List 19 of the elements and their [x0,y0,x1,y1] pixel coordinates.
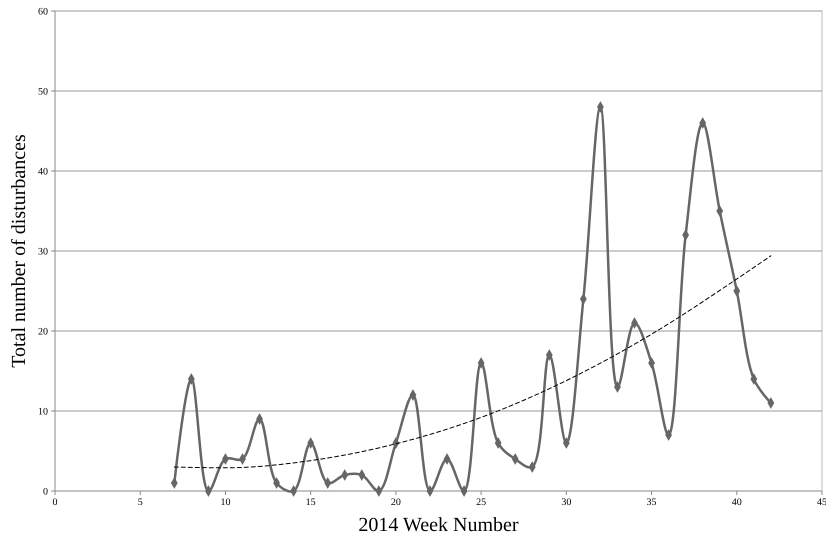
x-tick-label: 10 [220,497,230,508]
y-tick-label: 40 [38,166,48,178]
x-tick-label: 0 [52,497,58,508]
x-tick-label: 30 [561,497,572,508]
x-tick-label: 25 [476,497,486,508]
y-tick-label: 0 [43,486,48,498]
y-tick-label: 20 [38,326,48,338]
y-axis-title: Total number of disturbances [8,134,30,368]
line-series [174,255,772,468]
y-tick-label: 50 [38,86,48,98]
y-tick-label: 10 [38,406,48,418]
x-tick-label: 5 [138,497,143,508]
x-tick-label: 15 [306,497,316,508]
x-tick-label: 40 [732,497,742,508]
y-tick-label: 30 [38,246,48,258]
y-tick-label: 60 [38,6,48,18]
x-tick-label: 20 [390,497,401,508]
x-tick-label: 35 [646,497,657,508]
x-axis-title: 2014 Week Number [358,514,519,536]
